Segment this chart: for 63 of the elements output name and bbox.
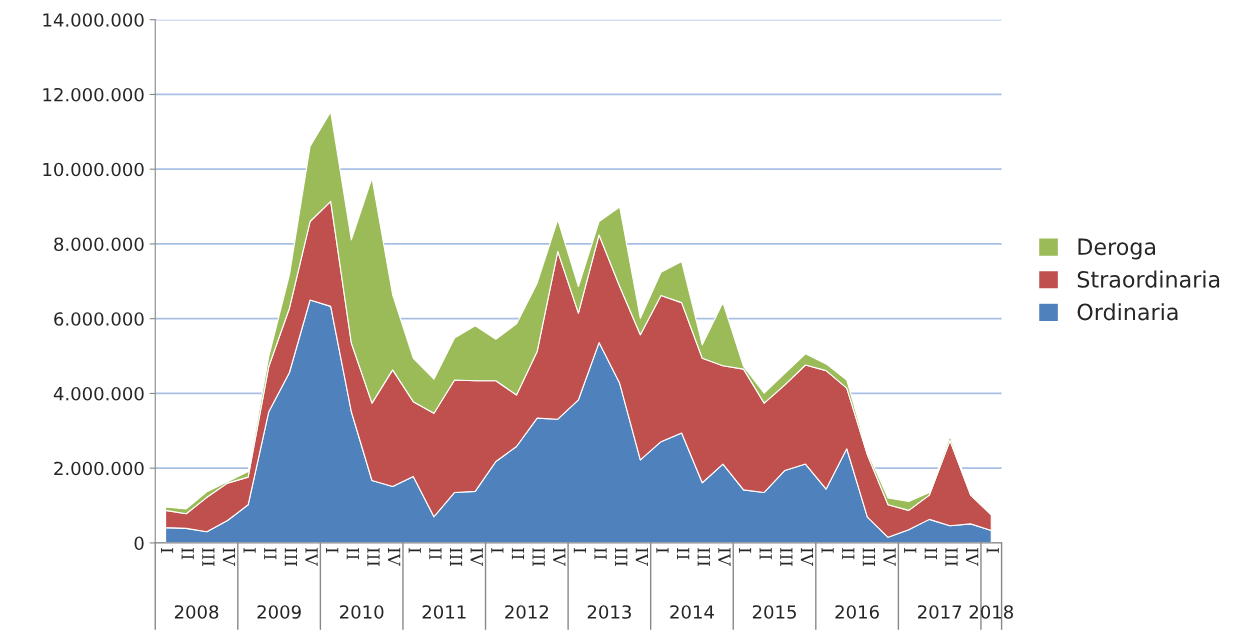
y-tick-label: 10.000.000 xyxy=(43,162,144,177)
x-tick-label: II xyxy=(181,548,194,560)
x-tick-label: IV xyxy=(553,548,566,566)
x-tick-label: I xyxy=(656,548,669,553)
x-tick-label: IV xyxy=(222,548,236,566)
x-tick-label: II xyxy=(429,548,442,560)
x-tick-label: III xyxy=(697,548,710,566)
y-tick-label: 4.000.000 xyxy=(53,386,144,401)
text: 2010 xyxy=(340,605,384,619)
x-tick-label: II xyxy=(759,548,772,560)
x-tick-label: I xyxy=(326,548,339,553)
text: 2018 xyxy=(969,605,1014,619)
x-tick-label: I xyxy=(986,548,999,553)
x-tick-label: I xyxy=(243,548,256,553)
x-tick-label: III xyxy=(532,548,545,566)
x-tick-label: IV xyxy=(966,548,979,566)
x-tick-label: III xyxy=(615,548,628,566)
x-tick-label: I xyxy=(904,548,917,553)
y-tick-label: 6.000.000 xyxy=(54,312,144,326)
x-tick-label: II xyxy=(346,548,359,560)
x-tick-label: IV xyxy=(800,548,814,566)
text: 2008 xyxy=(174,605,219,619)
text: 2012 xyxy=(505,605,548,619)
x-tick-label: II xyxy=(842,548,855,560)
x-tick-label: IV xyxy=(388,548,401,566)
x-tick-label: I xyxy=(408,548,421,553)
legend-label: Deroga xyxy=(1078,238,1156,260)
x-tick-label: III xyxy=(862,548,875,566)
x-tick-label: I xyxy=(491,548,504,553)
text: 2013 xyxy=(587,605,631,619)
y-tick-label: 0 xyxy=(134,536,144,551)
x-tick-label: I xyxy=(738,548,752,553)
text: 2017 xyxy=(918,605,962,619)
y-tick-label: 8.000.000 xyxy=(54,237,144,252)
x-tick-label: IV xyxy=(718,548,731,566)
x-tick-label: III xyxy=(202,548,215,566)
x-tick-label: I xyxy=(573,548,586,553)
x-tick-label: III xyxy=(367,548,380,566)
x-tick-label: II xyxy=(677,548,690,560)
x-tick-label: II xyxy=(511,548,525,560)
x-tick-label: II xyxy=(594,548,607,560)
text: 2011 xyxy=(422,605,466,619)
x-tick-label: IV xyxy=(470,548,483,566)
x-tick-label: III xyxy=(449,548,463,566)
x-tick-label: I xyxy=(821,548,834,553)
y-tick-label: 14.000.000 xyxy=(43,13,144,27)
x-tick-label: III xyxy=(945,548,958,566)
text: 2015 xyxy=(752,605,796,619)
x-tick-label: I xyxy=(160,548,174,553)
x-tick-label: II xyxy=(264,548,277,560)
legend-label: Ordinaria xyxy=(1077,303,1178,321)
x-tick-label: III xyxy=(284,548,297,566)
text: 2009 xyxy=(257,605,301,619)
y-tick-label: 2.000.000 xyxy=(54,461,144,476)
x-tick-label: IV xyxy=(883,548,896,566)
legend-label: Straordinaria xyxy=(1077,270,1220,288)
text: 2014 xyxy=(670,605,714,619)
x-tick-label: III xyxy=(780,548,793,566)
x-tick-label: IV xyxy=(305,548,318,566)
x-tick-label: II xyxy=(924,548,937,560)
text: 2016 xyxy=(835,605,879,619)
x-tick-label: IV xyxy=(635,548,648,566)
y-tick-label: 12.000.000 xyxy=(43,87,144,102)
